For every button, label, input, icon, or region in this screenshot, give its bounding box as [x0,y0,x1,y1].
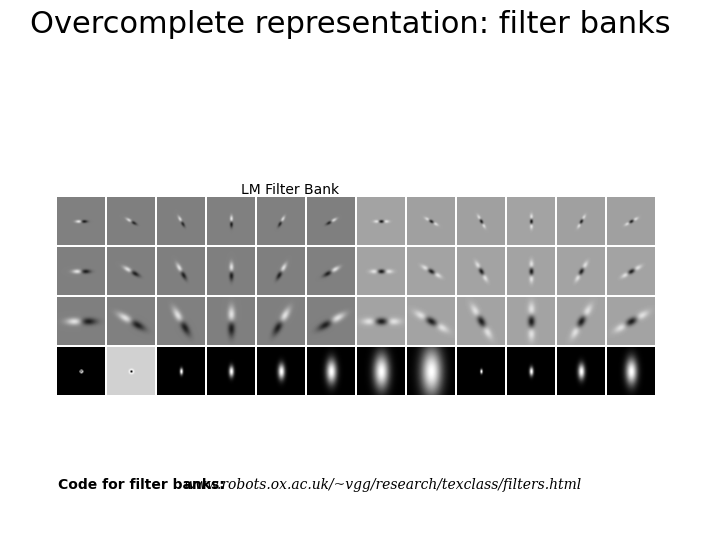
Text: Overcomplete representation: filter banks: Overcomplete representation: filter bank… [30,10,670,39]
Text: Code for filter banks:: Code for filter banks: [58,478,230,492]
Text: LM Filter Bank: LM Filter Bank [241,183,339,197]
Text: www.robots.ox.ac.uk/~vgg/research/texclass/filters.html: www.robots.ox.ac.uk/~vgg/research/texcla… [183,478,581,492]
